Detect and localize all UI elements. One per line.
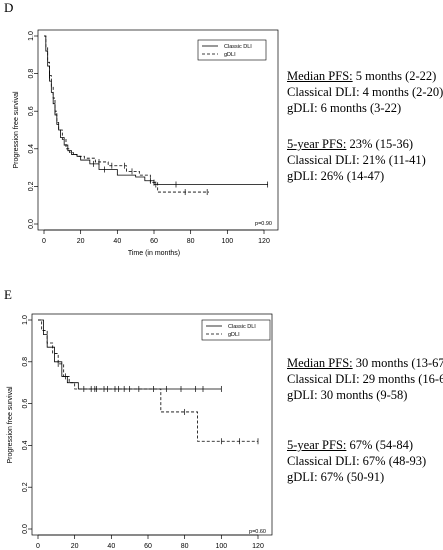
y-tick-label: 0.4	[28, 144, 35, 154]
p-value: p=0.60	[249, 529, 266, 535]
panel-d: D 0 20 40 60 80 100 120 Time (in months) 0.0 0.2 0…	[0, 0, 443, 262]
stats-block-e: Median PFS: 30 months (13-67) Classical …	[287, 355, 443, 505]
legend-label: gDLI	[228, 332, 240, 338]
y-tick-label: 0.0	[22, 524, 29, 534]
y-tick-label: 0.6	[28, 106, 35, 116]
x-tick-label: 0	[36, 543, 40, 550]
y-tick-label: 0.2	[28, 181, 35, 191]
legend-label: Classic DLI	[228, 324, 256, 330]
y-tick-label: 0.8	[22, 357, 29, 367]
y-tick-label: 1.0	[28, 31, 35, 41]
y-tick-label: 0.8	[28, 69, 35, 79]
fiveyr-classic: Classical DLI: 21% (11-41)	[287, 153, 426, 167]
p-value: p=0.90	[255, 221, 272, 227]
x-tick-label: 20	[77, 238, 85, 245]
x-tick-label: 120	[258, 238, 270, 245]
x-tick-label: 80	[181, 543, 189, 550]
y-tick-label: 0.6	[22, 399, 29, 409]
fiveyr-block: 5-year PFS: 23% (15-36) Classical DLI: 2…	[287, 136, 443, 184]
panel-letter: E	[4, 287, 12, 302]
x-tick-label: 100	[215, 543, 227, 550]
median-value: 5 months (2-22)	[352, 69, 437, 83]
x-axis-label: Time (in months)	[128, 250, 180, 257]
median-gdli: gDLI: 30 months (9-58)	[287, 388, 408, 402]
fiveyr-label: 5-year PFS:	[287, 438, 347, 452]
median-block: Median PFS: 30 months (13-67) Classical …	[287, 355, 443, 403]
legend-label: Classic DLI	[224, 44, 252, 50]
median-line: Median PFS: 5 months (2-22)	[287, 68, 443, 84]
y-axis-label: Progression free survival	[7, 386, 14, 463]
x-tick-label: 40	[107, 543, 115, 550]
series-line-classic	[38, 319, 222, 390]
legend-box	[201, 319, 271, 341]
x-tick-label: 60	[150, 238, 158, 245]
stats-block-d: Median PFS: 5 months (2-22) Classical DL…	[287, 68, 443, 204]
fiveyr-label: 5-year PFS:	[287, 137, 347, 151]
fiveyr-line: 5-year PFS: 23% (15-36)	[287, 136, 443, 152]
series-line-gdli	[44, 35, 209, 193]
fiveyr-line: 5-year PFS: 67% (54-84)	[287, 437, 443, 453]
median-label: Median PFS:	[287, 69, 353, 83]
x-tick-label: 0	[42, 238, 46, 245]
y-tick-label: 1.0	[22, 315, 29, 325]
median-classic: Classical DLI: 4 months (2-20)	[287, 85, 443, 99]
fiveyr-value: 67% (54-84)	[346, 438, 414, 452]
plot-frame	[31, 313, 273, 536]
series-line-gdli	[38, 319, 258, 442]
x-tick-label: 100	[221, 238, 233, 245]
y-tick-label: 0.2	[22, 482, 29, 492]
x-tick-label: 20	[71, 543, 79, 550]
median-block: Median PFS: 5 months (2-22) Classical DL…	[287, 68, 443, 116]
x-tick-label: 40	[113, 238, 121, 245]
median-line: Median PFS: 30 months (13-67)	[287, 355, 443, 371]
y-tick-label: 0.0	[28, 219, 35, 229]
legend-label: gDLI	[224, 52, 236, 58]
fiveyr-value: 23% (15-36)	[346, 137, 414, 151]
x-tick-label: 120	[252, 543, 264, 550]
fiveyr-classic: Classical DLI: 67% (48-93)	[287, 454, 427, 468]
y-tick-label: 0.4	[22, 440, 29, 450]
x-tick-label: 80	[187, 238, 195, 245]
median-value: 30 months (13-67)	[352, 356, 443, 370]
median-classic: Classical DLI: 29 months (16-67)	[287, 372, 443, 386]
fiveyr-gdli: gDLI: 26% (14-47)	[287, 169, 385, 183]
median-label: Median PFS:	[287, 356, 353, 370]
legend-box	[197, 39, 267, 61]
km-chart-d: 0 20 40 60 80 100 120 Time (in months) 0.0 0.2 0.4…	[13, 29, 279, 257]
x-tick-label: 60	[144, 543, 152, 550]
fiveyr-gdli: gDLI: 67% (50-91)	[287, 470, 385, 484]
fiveyr-block: 5-year PFS: 67% (54-84) Classical DLI: 6…	[287, 437, 443, 485]
y-axis-label: Progression free survival	[13, 91, 20, 168]
panel-letter: D	[4, 0, 14, 15]
median-gdli: gDLI: 6 months (3-22)	[287, 101, 402, 115]
